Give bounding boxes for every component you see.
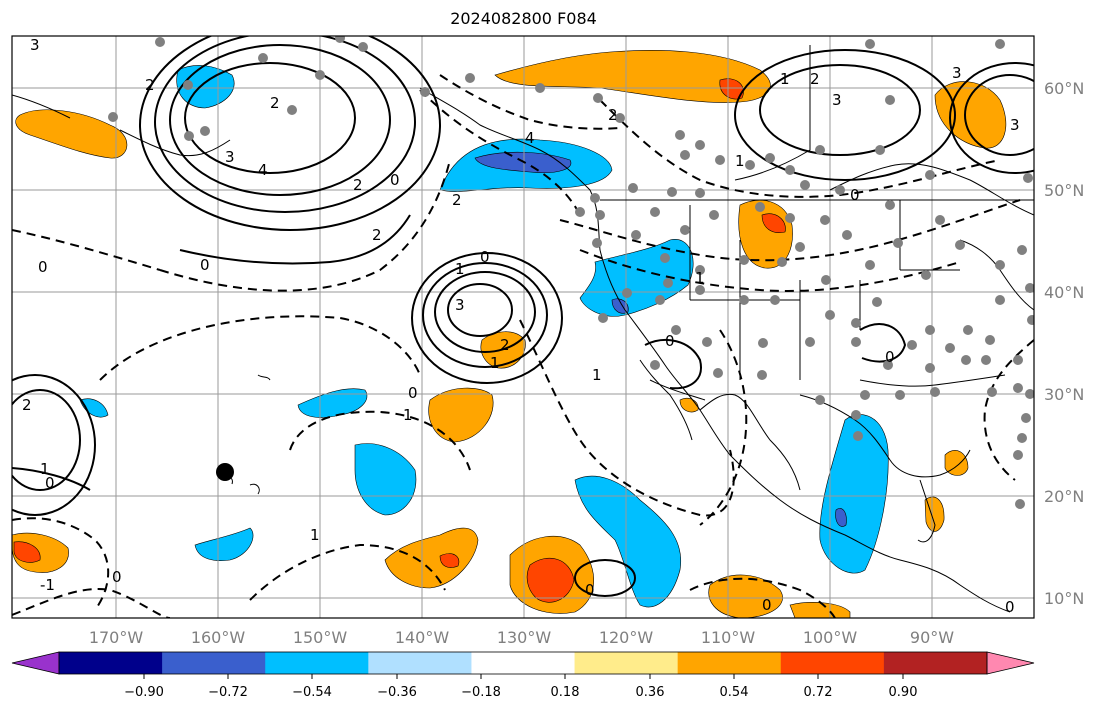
lat-label: 60°N — [1044, 79, 1084, 98]
colorbar-swatch — [574, 652, 679, 674]
contour-label: 2 — [500, 336, 510, 354]
colorbar-swatch — [368, 652, 472, 674]
colorbar-ticks — [143, 674, 904, 679]
colorbar-swatch — [780, 652, 885, 674]
lon-label: 100°W — [803, 628, 858, 647]
contour-label: 2 — [145, 76, 155, 94]
contour-label: 0 — [408, 384, 418, 402]
contour-label: 0 — [665, 332, 675, 350]
contour-label: 0 — [885, 348, 895, 366]
colorbar-tick-label: −0.90 — [124, 685, 164, 700]
lat-label: 40°N — [1044, 283, 1084, 302]
contour-label: 3 — [455, 296, 465, 314]
colorbar-tick-label: −0.18 — [461, 685, 501, 700]
location-marker — [216, 463, 234, 481]
colorbar-tick-label: 0.54 — [720, 685, 749, 700]
lat-label: 10°N — [1044, 589, 1084, 608]
coastlines — [12, 45, 1034, 613]
colorbar-swatch — [265, 652, 369, 674]
colorbar-border — [58, 651, 988, 675]
contour-label: 0 — [850, 186, 860, 204]
contour-label: 3 — [952, 64, 962, 82]
colorbar-tick-label: 0.72 — [804, 685, 833, 700]
lat-label: 20°N — [1044, 487, 1084, 506]
contour-label: 3 — [30, 36, 40, 54]
lon-label: 130°W — [497, 628, 552, 647]
contour-label: 2 — [270, 94, 280, 112]
contour-label: 1 — [735, 152, 745, 170]
contour-label: 2 — [372, 226, 382, 244]
colorbar-swatch — [883, 652, 988, 674]
contour-label: -1 — [40, 576, 55, 594]
contour-label: 3 — [832, 91, 842, 109]
contour-label: 0 — [45, 474, 55, 492]
contour-label: 0 — [480, 248, 490, 266]
colorbar-tick-label: −0.36 — [377, 685, 417, 700]
colorbar-swatches — [11, 651, 1035, 675]
contour-label: 0 — [200, 256, 210, 274]
contour-label: 1 — [695, 269, 705, 287]
colorbar-swatch — [471, 652, 576, 674]
contour-label: 0 — [112, 568, 122, 586]
lon-label: 120°W — [599, 628, 654, 647]
colorbar-extend-high — [986, 651, 1035, 675]
contour-label: 0 — [1005, 598, 1015, 616]
colorbar-tick-label: 0.36 — [636, 685, 665, 700]
lon-label: 160°W — [191, 628, 246, 647]
colorbar-tick-label: −0.72 — [208, 685, 248, 700]
contour-label: 2 — [353, 176, 363, 194]
colorbar-tick-label: 0.18 — [551, 685, 580, 700]
contour-label: 3 — [225, 148, 235, 166]
contour-label: 2 — [608, 106, 618, 124]
map-title: 2024082800 F084 — [450, 9, 597, 28]
colorbar-tick-label: 0.90 — [889, 685, 918, 700]
contour-label: 1 — [403, 406, 413, 424]
colorbar: −0.90 −0.72 −0.54 −0.36 −0.18 0.18 0.36 … — [11, 651, 1035, 700]
latitude-labels: 60°N 50°N 40°N 30°N 20°N 10°N — [1044, 79, 1084, 608]
station-dots — [108, 36, 1034, 509]
lon-label: 150°W — [293, 628, 348, 647]
contour-label: 2 — [22, 396, 32, 414]
contour-label: 4 — [258, 161, 268, 179]
longitude-labels: 170°W 160°W 150°W 140°W 130°W 120°W 110°… — [89, 628, 954, 647]
solid-contours — [12, 36, 1034, 597]
lat-label: 30°N — [1044, 385, 1084, 404]
contour-label: 2 — [452, 191, 462, 209]
colorbar-extend-low — [11, 651, 60, 675]
lon-label: 90°W — [910, 628, 954, 647]
contour-labels: 3 2 3 4 2 0 2 0 0 2 3 2 1 0 1 1 0 0 1 2 … — [22, 36, 1020, 616]
contour-label: 1 — [310, 526, 320, 544]
contour-label: 0 — [762, 596, 772, 614]
colorbar-swatch — [162, 652, 266, 674]
shaded-regions — [12, 50, 1007, 618]
contour-label: 1 — [40, 460, 50, 478]
colorbar-swatch — [59, 652, 163, 674]
contour-label: 0 — [38, 258, 48, 276]
contour-label: 1 — [455, 260, 465, 278]
contour-label: 1 — [490, 354, 500, 372]
colorbar-swatch — [677, 652, 782, 674]
lon-label: 170°W — [89, 628, 144, 647]
contour-label: 0 — [585, 581, 595, 599]
contour-label: 2 — [810, 70, 820, 88]
map-frame — [11, 35, 1035, 619]
contour-label: 1 — [780, 70, 790, 88]
colorbar-tick-label: −0.54 — [292, 685, 332, 700]
lon-label: 140°W — [395, 628, 450, 647]
contour-label: 1 — [592, 366, 602, 384]
lat-label: 50°N — [1044, 181, 1084, 200]
map-gridlines — [12, 36, 1034, 618]
lon-label: 110°W — [701, 628, 756, 647]
contour-label: 0 — [390, 171, 400, 189]
contour-label: 3 — [1010, 116, 1020, 134]
contour-label: 4 — [525, 129, 535, 147]
